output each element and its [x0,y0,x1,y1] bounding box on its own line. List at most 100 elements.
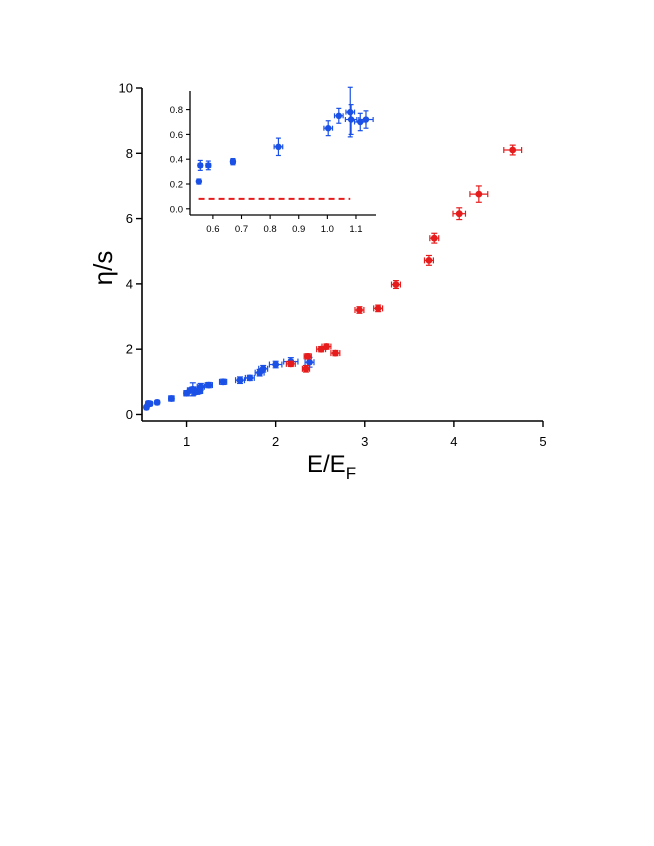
inset-point [323,120,334,137]
main-marker [425,256,433,264]
inset-x-tick-label: 1.0 [321,224,334,235]
main-y-tick-label: 6 [126,211,133,226]
inset-x-tick-label: 0.7 [235,224,248,235]
main-point [168,395,175,402]
main-x-tick-label: 5 [539,434,546,449]
main-marker [168,395,175,402]
main-point [153,398,161,406]
x-axis-title-main: E/E [307,451,346,478]
inset-x-tick-label: 0.8 [264,224,277,235]
inset-marker [347,116,355,123]
main-point [429,232,440,244]
inset-marker [325,125,332,132]
main-marker [430,234,438,242]
main-point [301,364,311,373]
main-y-tick-label: 4 [126,276,133,291]
inset-plot: 0.6 0.7 0.8 0.9 1.0 1.1 0.0 0.2 0.4 0.6 0.8 [170,86,376,235]
main-marker [153,398,161,406]
inset-y-tick-label: 0.4 [170,155,183,166]
inset-x-tick-label: 0.9 [292,224,305,235]
main-point [234,376,246,385]
main-point [146,400,154,408]
main-marker [323,343,330,350]
main-point [373,304,384,313]
main-point [303,352,312,360]
main-data-marks [143,144,523,411]
main-marker [246,374,254,382]
inset-point [229,157,237,166]
inset-point [205,160,212,171]
main-marker [509,146,517,154]
main-ticks [136,87,544,427]
main-point [503,144,523,156]
inset-point [358,110,374,129]
main-y-tick-label: 10 [119,81,133,96]
main-point [285,360,296,368]
main-y-tick-label: 2 [126,342,133,357]
main-marker [392,281,400,288]
inset-x-tick-label: 0.6 [206,224,219,235]
x-axis-title: E/EF [307,451,356,483]
main-point [244,374,255,382]
inset-x-tick-label: 1.1 [349,224,362,235]
inset-point [195,178,203,185]
inset-point [333,107,344,124]
main-point [258,364,269,373]
main-point [452,207,467,221]
main-point [354,306,365,314]
main-marker [272,361,280,368]
main-marker [475,190,483,198]
inset-y-tick-label: 0.8 [170,105,183,116]
main-marker [302,365,310,373]
main-marker [236,376,244,384]
main-marker [356,306,363,314]
main-marker [219,378,227,386]
inset-marker [195,178,203,185]
main-marker [287,360,295,368]
main-point [390,280,402,290]
main-point [196,382,205,391]
main-marker [146,400,154,408]
inset-y-tick-label: 0.6 [170,130,183,141]
inset-y-tick-label: 0.2 [170,180,183,191]
inset-ticks [186,109,357,219]
main-marker [197,383,205,391]
main-point [268,360,283,369]
main-y-tick-label: 8 [126,146,133,161]
main-point [330,349,341,357]
main-marker [205,381,213,389]
main-point [423,254,434,266]
main-plot: 1 2 3 4 5 0 2 4 6 8 10 η/s E/EF [88,81,547,484]
inset-y-tick-label: 0.0 [170,204,183,215]
main-x-tick-label: 1 [183,434,190,449]
x-axis-title-subscript: F [346,464,356,483]
inset-marker [205,162,212,169]
main-marker [317,345,325,353]
inset-tick-labels: 0.6 0.7 0.8 0.9 1.0 1.1 0.0 0.2 0.4 0.6 0.8 [170,105,363,235]
y-axis-title: η/s [88,251,118,286]
inset-marker [197,162,204,169]
inset-point [197,159,204,171]
main-marker [331,349,339,357]
inset-marker [347,108,354,116]
main-x-tick-label: 2 [272,434,279,449]
main-tick-labels: 1 2 3 4 5 0 2 4 6 8 10 [119,81,547,450]
inset-marker [275,143,282,150]
main-x-tick-label: 4 [450,434,457,449]
main-marker [306,358,313,366]
main-marker [304,352,312,360]
inset-marker [229,158,237,165]
main-y-tick-label: 0 [126,407,133,422]
main-point [321,343,332,350]
main-point [469,185,489,203]
main-marker [374,304,382,312]
main-marker [455,210,463,218]
main-x-tick-label: 3 [361,434,368,449]
inset-data-marks [195,86,374,200]
main-point [218,378,228,386]
inset-point [345,86,356,138]
inset-marker [362,116,370,123]
inset-point [273,137,284,157]
main-marker [259,365,267,373]
